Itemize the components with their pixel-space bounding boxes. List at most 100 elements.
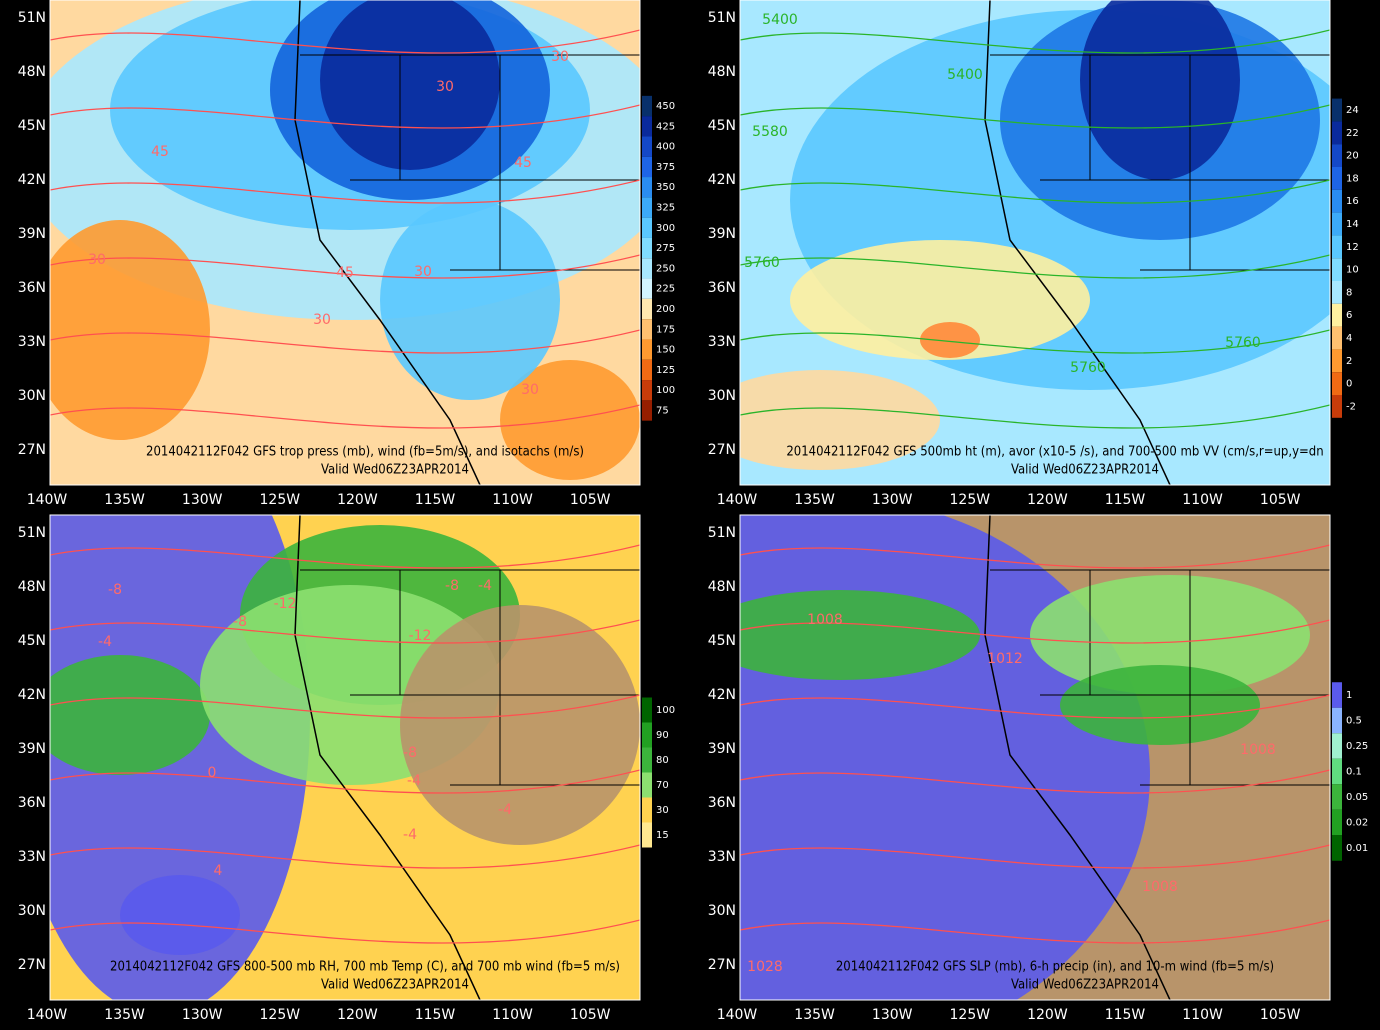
lon-label: 135W	[794, 492, 835, 508]
colorbar-swatch	[1332, 303, 1342, 327]
colorbar-label: 22	[1346, 128, 1359, 139]
colorbar-label: 0.25	[1346, 741, 1368, 752]
field-region	[1030, 575, 1310, 695]
lat-label: 36N	[708, 280, 736, 296]
colorbar-label: 250	[656, 263, 675, 274]
contour-label: 5760	[744, 255, 780, 271]
colorbar-label: 30	[656, 805, 669, 816]
colorbar-swatch	[642, 258, 652, 279]
lat-label: 45N	[708, 633, 736, 649]
lat-label: 45N	[18, 633, 46, 649]
contour-line	[50, 619, 640, 644]
lon-label: 105W	[570, 1007, 611, 1023]
colorbar-label: 425	[656, 121, 675, 132]
lat-label: 51N	[708, 525, 736, 541]
contour-label: -8	[233, 614, 247, 630]
lon-label: 135W	[104, 492, 145, 508]
colorbar-label: 300	[656, 223, 675, 234]
lon-label: 130W	[872, 1007, 913, 1023]
contour-label: 30	[521, 382, 539, 398]
lat-label: 48N	[708, 579, 736, 595]
lat-label: 30N	[18, 903, 46, 919]
field-region	[920, 322, 980, 358]
colorbar-label: -2	[1346, 401, 1356, 412]
colorbar-label: 0.1	[1346, 767, 1362, 778]
colorbar-label: 75	[656, 406, 669, 417]
lon-label: 115W	[1105, 492, 1146, 508]
map-title: 2014042112F042 GFS 800-500 mb RH, 700 mb…	[110, 960, 620, 975]
colorbar-swatch	[1332, 212, 1342, 236]
lat-label: 33N	[708, 849, 736, 865]
field-region	[500, 360, 640, 480]
colorbar-label: 2	[1346, 356, 1352, 367]
contour-label: 5580	[752, 124, 788, 140]
colorbar-label: 125	[656, 365, 675, 376]
contour-label: 30	[436, 79, 454, 95]
colorbar-swatch	[1332, 733, 1342, 759]
colorbar-swatch	[642, 697, 652, 723]
colorbar-swatch	[642, 197, 652, 218]
colorbar-label: 1	[1346, 690, 1352, 701]
colorbar-swatch	[1332, 98, 1342, 122]
map-title: 2014042112F042 GFS 500mb ht (m), avor (x…	[786, 445, 1323, 460]
colorbar-label: 90	[656, 730, 669, 741]
contour-line	[50, 179, 640, 204]
lon-label: 115W	[1105, 1007, 1146, 1023]
colorbar-label: 14	[1346, 219, 1359, 230]
coastline	[984, 515, 1171, 1000]
lon-label: 130W	[182, 1007, 223, 1023]
colorbar-swatch	[642, 319, 652, 340]
lon-label: 105W	[1260, 492, 1301, 508]
contour-line	[50, 844, 640, 869]
colorbar-swatch	[1332, 809, 1342, 836]
map-frame	[739, 514, 1331, 1001]
colorbar-swatch	[642, 822, 652, 848]
colorbar-swatch	[642, 95, 652, 117]
contour-line	[740, 919, 1330, 944]
contour-label: -8	[445, 578, 459, 594]
contour-label: 45	[151, 144, 169, 160]
colorbar-label: 6	[1346, 310, 1352, 321]
lat-label: 45N	[708, 118, 736, 134]
colorbar-label: 200	[656, 304, 675, 315]
colorbar-swatch	[1332, 326, 1342, 350]
lon-label: 140W	[27, 492, 68, 508]
contour-line	[740, 769, 1330, 794]
lat-label: 36N	[708, 795, 736, 811]
lat-label: 42N	[708, 687, 736, 703]
colorbar-label: 80	[656, 755, 669, 766]
lat-label: 42N	[18, 172, 46, 188]
valid-time: Valid Wed06Z23APR2014	[1011, 978, 1159, 993]
colorbar-label: 15	[656, 830, 669, 841]
lon-label: 130W	[872, 492, 913, 508]
contour-label: -8	[108, 582, 122, 598]
colorbar-swatch	[1332, 121, 1342, 145]
lat-label: 42N	[18, 687, 46, 703]
colorbar-swatch	[1332, 395, 1342, 418]
valid-time: Valid Wed06Z23APR2014	[321, 463, 469, 478]
lat-label: 39N	[708, 226, 736, 242]
contour-label: 30	[414, 264, 432, 280]
contour-label: 4	[214, 863, 223, 879]
map-title: 2014042112F042 GFS SLP (mb), 6-h precip …	[836, 960, 1274, 975]
state-borders	[300, 54, 640, 271]
contour-line	[50, 329, 640, 354]
contour-label: 5760	[1070, 360, 1106, 376]
colorbar-label: 175	[656, 324, 675, 335]
contour-label: 45	[514, 155, 532, 171]
contour-line	[740, 29, 1330, 54]
contour-label: 1008	[807, 612, 843, 628]
contour-line	[740, 544, 1330, 569]
colorbar-label: 0.5	[1346, 716, 1362, 727]
contour-line	[50, 769, 640, 794]
lon-label: 120W	[1027, 1007, 1068, 1023]
lon-label: 140W	[27, 1007, 68, 1023]
contour-line	[740, 329, 1330, 354]
contour-label: -12	[409, 628, 432, 644]
colorbar-swatch	[642, 339, 652, 360]
lat-label: 45N	[18, 118, 46, 134]
lat-label: 27N	[18, 442, 46, 458]
colorbar-swatch	[1332, 349, 1342, 373]
colorbar-swatch	[642, 380, 652, 401]
contour-line	[740, 404, 1330, 429]
